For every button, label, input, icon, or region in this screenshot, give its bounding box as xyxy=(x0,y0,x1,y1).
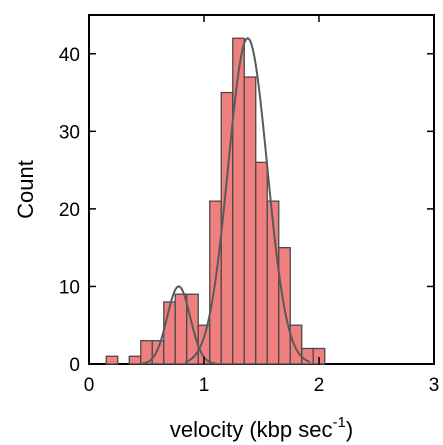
bars-group xyxy=(106,38,325,364)
x-tick-label: 0 xyxy=(84,375,95,396)
y-tick-label: 20 xyxy=(59,200,80,221)
x-axis-label-main: velocity (kbp sec xyxy=(170,417,333,442)
x-tick-label: 2 xyxy=(314,375,325,396)
x-tick-label: 3 xyxy=(429,375,440,396)
histogram-bar xyxy=(152,341,164,364)
histogram-bar xyxy=(290,325,302,364)
y-tick-label: 0 xyxy=(69,355,80,376)
y-tick-label: 30 xyxy=(59,122,80,143)
histogram-bar xyxy=(256,162,268,364)
histogram-bar xyxy=(129,356,141,364)
y-axis-label: Count xyxy=(13,160,38,219)
x-axis-label-superscript: -1 xyxy=(332,414,345,431)
histogram-bar xyxy=(244,77,256,364)
histogram-bar xyxy=(106,356,118,364)
y-tick-label: 40 xyxy=(59,45,80,66)
x-axis-label: velocity (kbp sec-1) xyxy=(170,414,353,442)
histogram-bar xyxy=(233,38,245,364)
x-axis-label-close: ) xyxy=(346,417,353,442)
histogram-bar xyxy=(175,294,187,364)
y-tick-label: 10 xyxy=(59,277,80,298)
x-tick-label: 1 xyxy=(199,375,210,396)
